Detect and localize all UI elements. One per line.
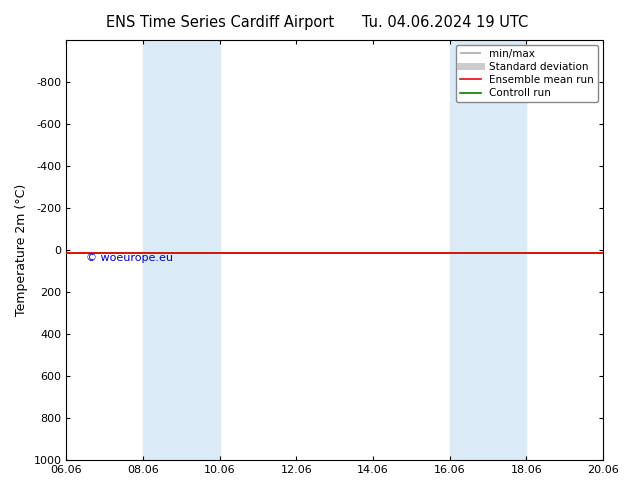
Bar bbox=[143, 40, 220, 460]
Bar bbox=[450, 40, 526, 460]
Y-axis label: Temperature 2m (°C): Temperature 2m (°C) bbox=[15, 184, 28, 316]
Text: © woeurope.eu: © woeurope.eu bbox=[86, 253, 172, 263]
Text: ENS Time Series Cardiff Airport      Tu. 04.06.2024 19 UTC: ENS Time Series Cardiff Airport Tu. 04.0… bbox=[106, 15, 528, 30]
Legend: min/max, Standard deviation, Ensemble mean run, Controll run: min/max, Standard deviation, Ensemble me… bbox=[456, 45, 598, 102]
